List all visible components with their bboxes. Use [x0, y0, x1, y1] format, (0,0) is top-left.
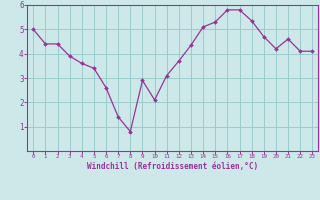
X-axis label: Windchill (Refroidissement éolien,°C): Windchill (Refroidissement éolien,°C)	[87, 162, 258, 171]
